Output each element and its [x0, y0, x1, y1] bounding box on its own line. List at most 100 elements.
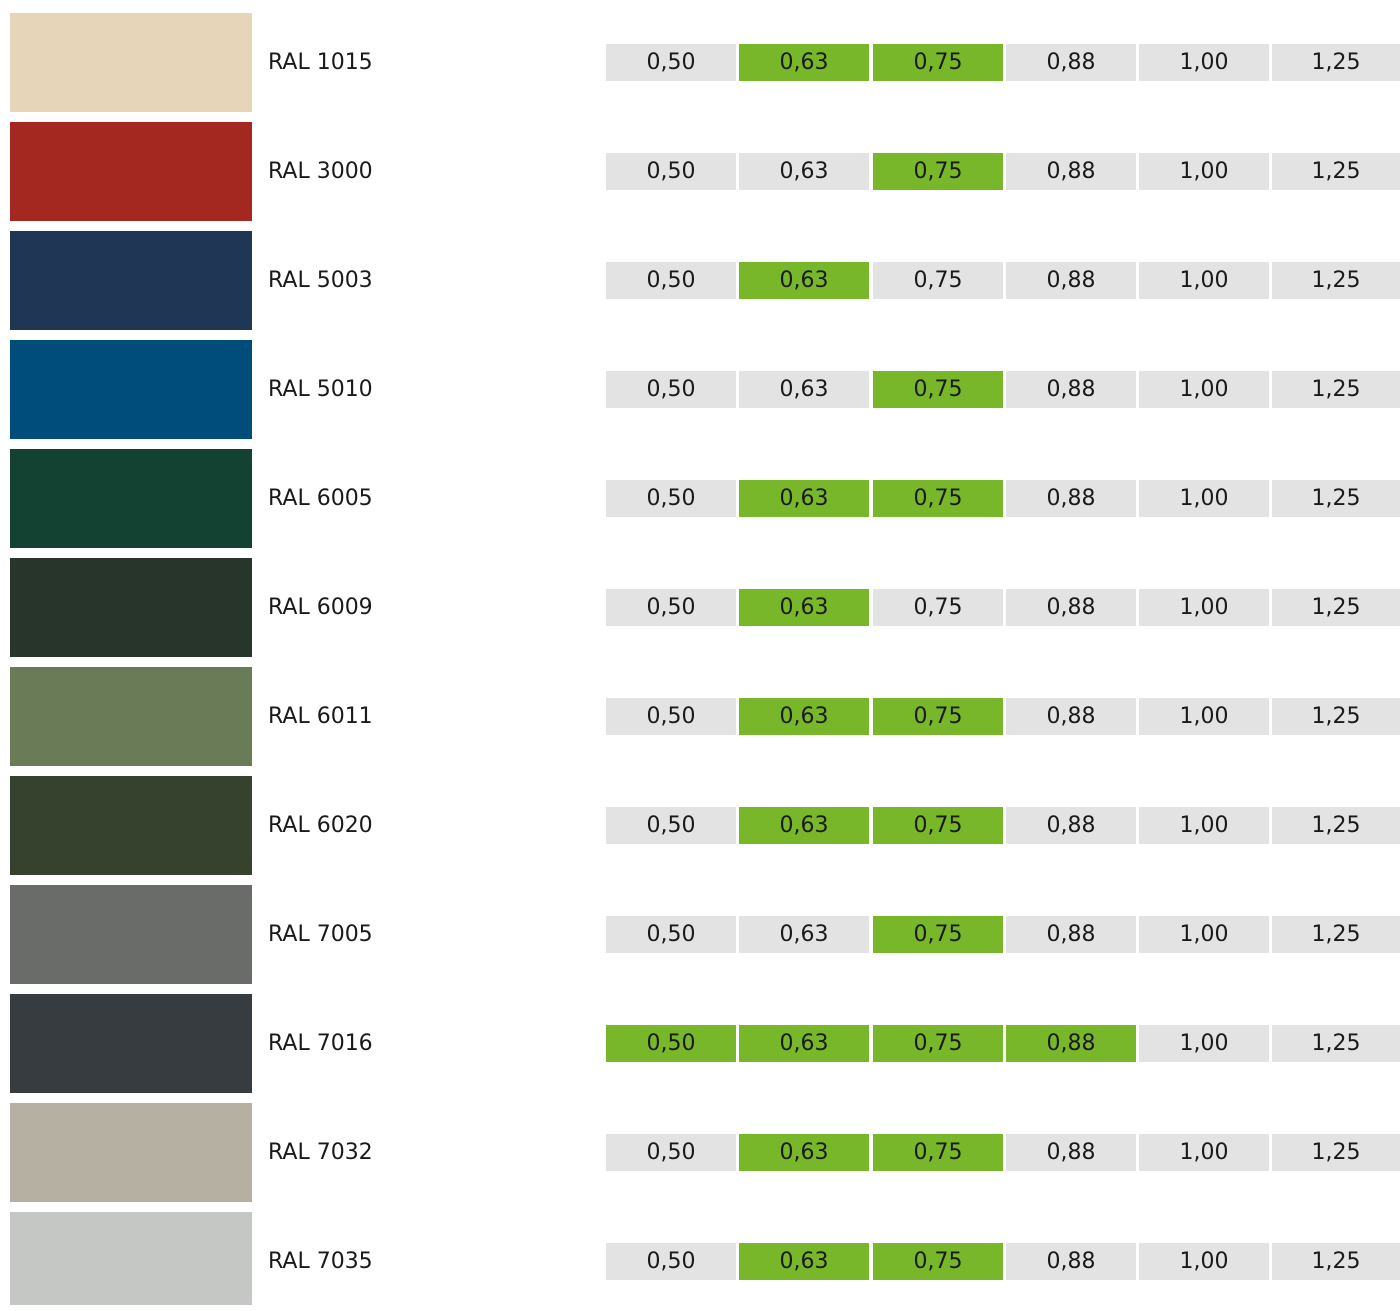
thickness-cell-unavailable: 1,25 — [1272, 153, 1400, 190]
thickness-cell-unavailable: 1,25 — [1272, 916, 1400, 953]
thickness-cell-unavailable: 0,50 — [606, 698, 736, 735]
ral-code-label: RAL 6005 — [268, 486, 373, 511]
thickness-cell-unavailable: 0,50 — [606, 589, 736, 626]
thickness-cell-available: 0,63 — [739, 589, 869, 626]
thickness-cell-unavailable: 0,50 — [606, 262, 736, 299]
thickness-cell-available: 0,75 — [873, 1134, 1003, 1171]
thickness-cell-unavailable: 1,00 — [1139, 916, 1269, 953]
thickness-cell-available: 0,75 — [873, 371, 1003, 408]
thickness-cell-unavailable: 1,25 — [1272, 371, 1400, 408]
thickness-cell-available: 0,63 — [739, 1243, 869, 1280]
color-row: RAL 7032 0,50 0,63 0,75 0,88 1,00 1,25 — [0, 1103, 1400, 1202]
thickness-cell-unavailable: 0,88 — [1006, 1134, 1136, 1171]
thickness-cell-available: 0,75 — [873, 153, 1003, 190]
color-row: RAL 3000 0,50 0,63 0,75 0,88 1,00 1,25 — [0, 122, 1400, 221]
thickness-cell-unavailable: 0,50 — [606, 153, 736, 190]
thickness-cell-unavailable: 0,75 — [873, 262, 1003, 299]
color-swatch — [10, 340, 252, 439]
thickness-cell-unavailable: 0,50 — [606, 371, 736, 408]
color-row: RAL 6020 0,50 0,63 0,75 0,88 1,00 1,25 — [0, 776, 1400, 875]
thickness-cell-available: 0,75 — [873, 807, 1003, 844]
thickness-cell-available: 0,75 — [873, 1243, 1003, 1280]
thickness-cell-unavailable: 1,00 — [1139, 807, 1269, 844]
ral-code-label: RAL 6009 — [268, 595, 373, 620]
thickness-cell-unavailable: 1,00 — [1139, 44, 1269, 81]
ral-code-label: RAL 6011 — [268, 704, 373, 729]
thickness-cell-unavailable: 0,88 — [1006, 916, 1136, 953]
thickness-cell-unavailable: 0,88 — [1006, 371, 1136, 408]
thickness-cell-unavailable: 0,88 — [1006, 480, 1136, 517]
thickness-cell-unavailable: 1,25 — [1272, 480, 1400, 517]
thickness-cell-available: 0,63 — [739, 807, 869, 844]
ral-code-label: RAL 1015 — [268, 50, 373, 75]
thickness-cell-available: 0,88 — [1006, 1025, 1136, 1062]
thickness-cell-unavailable: 1,25 — [1272, 589, 1400, 626]
thickness-cell-unavailable: 0,63 — [739, 916, 869, 953]
thickness-cell-available: 0,63 — [739, 262, 869, 299]
thickness-cell-available: 0,75 — [873, 916, 1003, 953]
thickness-cell-unavailable: 1,00 — [1139, 1243, 1269, 1280]
thickness-cell-unavailable: 1,00 — [1139, 698, 1269, 735]
color-swatch — [10, 449, 252, 548]
thickness-cell-available: 0,63 — [739, 480, 869, 517]
thickness-cell-unavailable: 1,25 — [1272, 1134, 1400, 1171]
thickness-cell-available: 0,75 — [873, 480, 1003, 517]
thickness-cell-unavailable: 0,88 — [1006, 807, 1136, 844]
ral-code-label: RAL 7016 — [268, 1031, 373, 1056]
thickness-cell-unavailable: 0,63 — [739, 153, 869, 190]
color-swatch — [10, 1103, 252, 1202]
thickness-cell-unavailable: 1,00 — [1139, 480, 1269, 517]
color-row: RAL 5010 0,50 0,63 0,75 0,88 1,00 1,25 — [0, 340, 1400, 439]
thickness-cell-available: 0,75 — [873, 698, 1003, 735]
color-swatch — [10, 1212, 252, 1305]
ral-code-label: RAL 6020 — [268, 813, 373, 838]
thickness-cell-unavailable: 1,25 — [1272, 807, 1400, 844]
thickness-cell-unavailable: 1,25 — [1272, 698, 1400, 735]
color-row: RAL 6009 0,50 0,63 0,75 0,88 1,00 1,25 — [0, 558, 1400, 657]
thickness-cell-unavailable: 0,50 — [606, 1243, 736, 1280]
thickness-cell-unavailable: 0,50 — [606, 480, 736, 517]
color-row: RAL 1015 0,50 0,63 0,75 0,88 1,00 1,25 — [0, 13, 1400, 112]
thickness-cell-unavailable: 0,50 — [606, 916, 736, 953]
thickness-cell-unavailable: 0,75 — [873, 589, 1003, 626]
color-row: RAL 6011 0,50 0,63 0,75 0,88 1,00 1,25 — [0, 667, 1400, 766]
color-swatch — [10, 13, 252, 112]
thickness-cell-unavailable: 1,25 — [1272, 44, 1400, 81]
color-row: RAL 5003 0,50 0,63 0,75 0,88 1,00 1,25 — [0, 231, 1400, 330]
thickness-cell-available: 0,63 — [739, 698, 869, 735]
thickness-cell-unavailable: 0,88 — [1006, 589, 1136, 626]
ral-code-label: RAL 5010 — [268, 377, 373, 402]
thickness-cell-unavailable: 0,63 — [739, 371, 869, 408]
thickness-cell-unavailable: 1,00 — [1139, 262, 1269, 299]
thickness-cell-available: 0,63 — [739, 44, 869, 81]
thickness-cell-unavailable: 0,50 — [606, 807, 736, 844]
thickness-cell-unavailable: 0,88 — [1006, 262, 1136, 299]
thickness-cell-unavailable: 0,88 — [1006, 1243, 1136, 1280]
color-swatch — [10, 122, 252, 221]
thickness-cell-unavailable: 0,88 — [1006, 153, 1136, 190]
thickness-cell-available: 0,75 — [873, 44, 1003, 81]
color-row: RAL 7016 0,50 0,63 0,75 0,88 1,00 1,25 — [0, 994, 1400, 1093]
thickness-cell-unavailable: 1,00 — [1139, 589, 1269, 626]
thickness-cell-unavailable: 1,25 — [1272, 1025, 1400, 1062]
thickness-cell-unavailable: 0,50 — [606, 44, 736, 81]
thickness-cell-unavailable: 0,88 — [1006, 698, 1136, 735]
ral-code-label: RAL 5003 — [268, 268, 373, 293]
thickness-cell-available: 0,63 — [739, 1134, 869, 1171]
color-row: RAL 7005 0,50 0,63 0,75 0,88 1,00 1,25 — [0, 885, 1400, 984]
thickness-cell-unavailable: 1,00 — [1139, 153, 1269, 190]
thickness-cell-unavailable: 1,00 — [1139, 1025, 1269, 1062]
thickness-cell-unavailable: 0,50 — [606, 1134, 736, 1171]
color-swatch — [10, 776, 252, 875]
thickness-cell-available: 0,50 — [606, 1025, 736, 1062]
thickness-cell-unavailable: 0,88 — [1006, 44, 1136, 81]
color-swatch — [10, 667, 252, 766]
color-swatch — [10, 231, 252, 330]
thickness-cell-unavailable: 1,25 — [1272, 1243, 1400, 1280]
thickness-cell-available: 0,63 — [739, 1025, 869, 1062]
color-swatch — [10, 885, 252, 984]
color-swatch — [10, 558, 252, 657]
thickness-cell-unavailable: 1,00 — [1139, 371, 1269, 408]
thickness-cell-unavailable: 1,25 — [1272, 262, 1400, 299]
